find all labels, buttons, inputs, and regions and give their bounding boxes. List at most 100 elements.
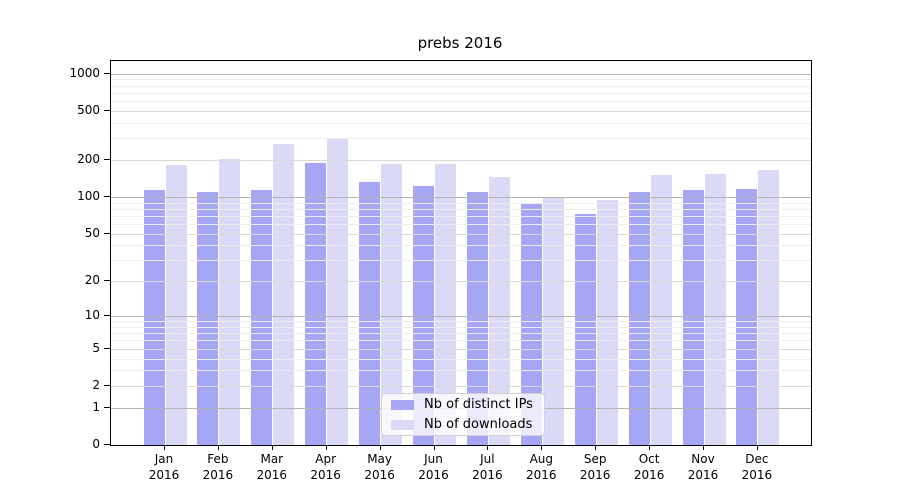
gridline	[111, 101, 811, 103]
y-axis-tick-label: 1	[92, 399, 100, 414]
bar-distinct-ips	[251, 190, 273, 445]
bar-downloads	[650, 174, 672, 445]
bar-downloads	[704, 174, 726, 445]
gridline	[111, 233, 811, 235]
bar-distinct-ips	[682, 190, 704, 445]
y-tick-mark	[104, 347, 110, 349]
y-tick-mark	[104, 195, 110, 197]
gridline	[111, 159, 811, 161]
gridline	[111, 208, 811, 210]
legend-label: Nb of downloads	[424, 417, 533, 432]
bar-downloads	[273, 143, 295, 445]
x-axis-tick-label: May 2016	[364, 452, 395, 482]
y-axis-tick-label: 50	[84, 225, 100, 240]
y-axis-tick-label: 5	[92, 340, 100, 355]
bar-distinct-ips	[628, 191, 650, 445]
legend-item: Nb of distinct IPs	[382, 396, 544, 414]
gridline	[111, 122, 811, 124]
x-tick-mark	[541, 445, 543, 450]
y-axis-tick-label: 500	[77, 102, 100, 117]
gridline	[111, 358, 811, 360]
y-axis-tick-label: 20	[84, 273, 100, 288]
x-tick-mark	[649, 445, 651, 450]
bar-downloads	[542, 196, 564, 445]
y-axis-tick-label: 1000	[69, 65, 100, 80]
x-tick-mark	[433, 445, 435, 450]
bars-layer	[111, 61, 811, 445]
gridline	[111, 340, 811, 342]
x-tick-mark	[164, 445, 165, 450]
y-tick-mark	[104, 406, 110, 408]
x-axis-tick-label: Sep 2016	[579, 452, 611, 482]
bar-downloads	[596, 200, 618, 445]
y-tick-mark	[104, 72, 110, 74]
x-axis-tick-label: Apr 2016	[310, 452, 341, 482]
gridline	[111, 370, 811, 372]
gridline	[111, 79, 811, 81]
gridline	[111, 224, 811, 226]
x-axis-tick-label: Jan 2016	[148, 452, 180, 482]
bar-downloads	[165, 165, 187, 445]
x-axis-tick-label: Jul 2016	[472, 452, 503, 482]
legend-swatch-distinct-ips	[391, 399, 414, 410]
y-tick-mark	[104, 280, 110, 282]
x-tick-mark	[703, 445, 704, 450]
y-axis-tick-label: 10	[84, 308, 100, 323]
x-axis-tick-label: Dec 2016	[741, 452, 773, 482]
gridline	[111, 73, 811, 75]
x-axis-tick-label: Aug 2016	[526, 452, 557, 482]
x-tick-mark	[756, 445, 758, 450]
x-tick-mark	[325, 445, 327, 450]
y-tick-mark	[104, 384, 110, 386]
gridline	[111, 260, 811, 262]
y-tick-mark	[104, 315, 110, 317]
gridline	[111, 92, 811, 94]
gridline	[111, 215, 811, 217]
bar-distinct-ips	[520, 204, 542, 445]
legend-label: Nb of distinct IPs	[424, 397, 533, 412]
bar-distinct-ips	[574, 214, 596, 445]
gridline	[111, 110, 811, 112]
gridline	[111, 333, 811, 335]
y-tick-mark	[104, 444, 110, 445]
bar-downloads	[488, 176, 510, 445]
gridline	[111, 385, 811, 387]
y-axis-tick-label: 2	[92, 377, 100, 392]
x-axis-tick-label: Nov 2016	[687, 452, 719, 482]
legend-item: Nb of downloads	[382, 416, 544, 434]
x-axis-tick-label: Mar 2016	[256, 452, 288, 482]
y-tick-mark	[104, 109, 110, 111]
gridline	[111, 196, 811, 198]
gridline	[111, 202, 811, 204]
y-axis-tick-label: 200	[77, 151, 100, 166]
x-axis-tick-label: Oct 2016	[633, 452, 665, 482]
gridline	[111, 281, 811, 283]
gridline	[111, 348, 811, 350]
y-tick-mark	[104, 158, 110, 160]
bar-downloads	[219, 158, 241, 445]
bar-distinct-ips	[143, 190, 165, 445]
x-axis-tick-label: Jun 2016	[418, 452, 449, 482]
bar-downloads	[758, 169, 780, 445]
x-tick-mark	[217, 445, 219, 450]
bar-distinct-ips	[197, 191, 219, 445]
gridline	[111, 316, 811, 318]
gridline	[111, 326, 811, 328]
y-tick-mark	[104, 232, 110, 234]
gridline	[111, 245, 811, 247]
x-tick-mark	[595, 445, 597, 450]
bar-distinct-ips	[413, 185, 434, 445]
x-tick-mark	[271, 445, 273, 450]
bar-distinct-ips	[359, 181, 381, 445]
y-axis-tick-label: 100	[77, 188, 100, 203]
plot-area	[110, 60, 812, 446]
x-tick-mark	[487, 445, 489, 450]
gridline	[111, 138, 811, 140]
gridlines-layer	[111, 61, 811, 445]
legend-swatch-downloads	[391, 419, 414, 430]
chart-title: prebs 2016	[417, 34, 503, 52]
y-axis-tick-label: 0	[92, 437, 100, 451]
x-tick-mark	[379, 445, 381, 450]
legend: Nb of distinct IPs Nb of downloads	[381, 393, 545, 436]
